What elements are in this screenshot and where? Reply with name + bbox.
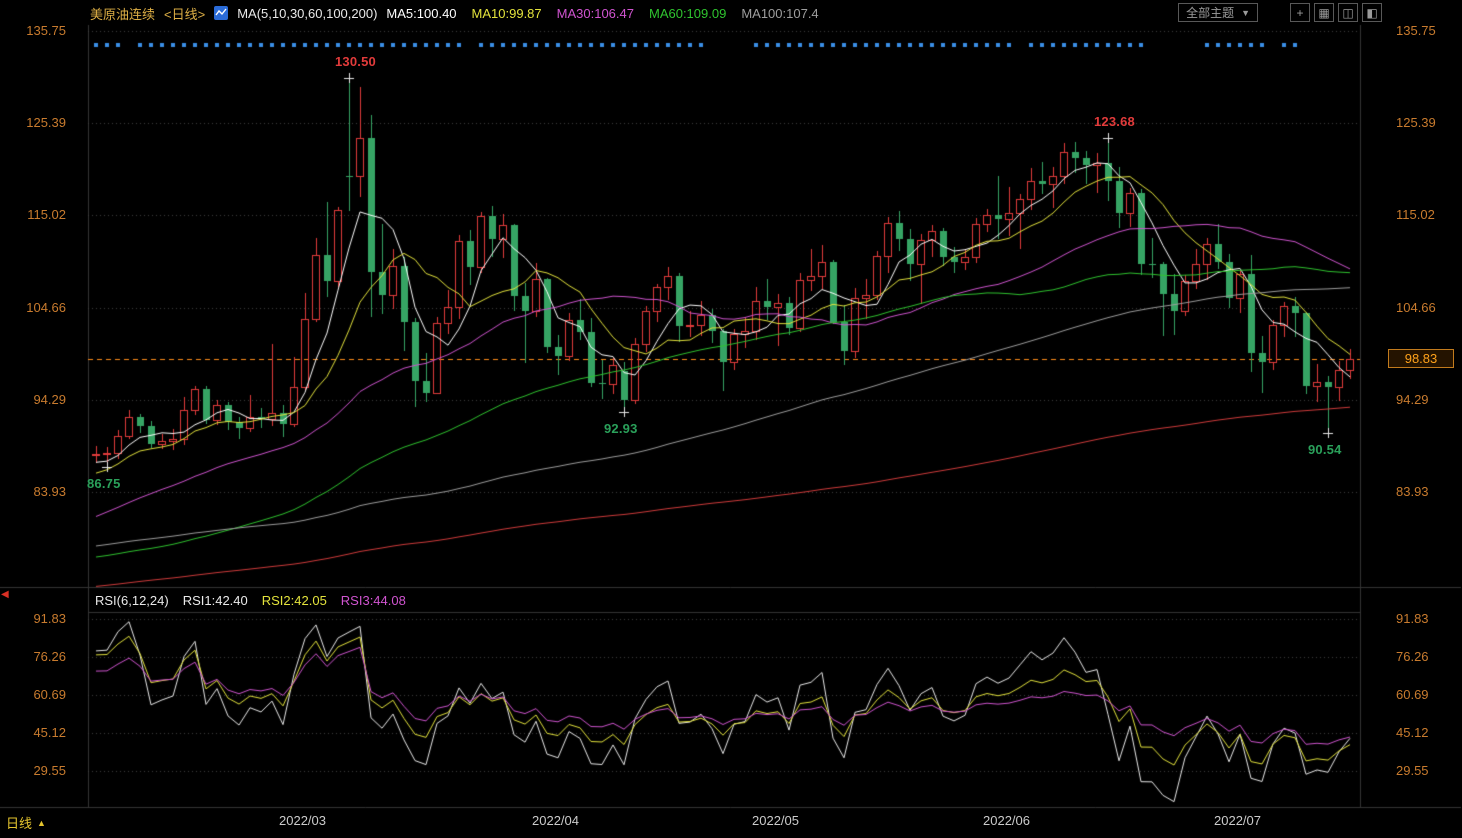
pan-icon[interactable]: + <box>1290 3 1310 22</box>
layout-left-panel-icon[interactable]: ◧ <box>1362 3 1382 22</box>
ma-value-label: MA100:107.4 <box>741 5 819 21</box>
rsi-value-label: RSI3:44.08 <box>340 593 406 608</box>
chevron-down-icon: ▼ <box>1241 7 1250 18</box>
period-selector[interactable]: 日线 ▲ <box>6 813 46 832</box>
rsi-header: RSI(6,12,24) RSI1:42.40 RSI2:42.05 RSI3:44… <box>95 593 420 608</box>
chart-toolbar: 全部主题 ▼ + ▦ ◫ ◧ <box>1178 3 1382 22</box>
layout-split-icon[interactable]: ◫ <box>1338 3 1358 22</box>
ma-value-label: MA60:109.09 <box>648 5 727 21</box>
theme-dropdown[interactable]: 全部主题 ▼ <box>1178 3 1258 22</box>
ma-values-list: MA5:100.40 MA10:99.87 MA30:106.47 MA60:109.… <box>386 6 833 21</box>
layout-buttons: + ▦ ◫ ◧ <box>1290 3 1382 22</box>
ma-value-label: MA30:106.47 <box>556 5 634 21</box>
collapse-up-icon: ▲ <box>37 817 46 828</box>
ma-value-label: MA10:99.87 <box>471 5 542 21</box>
theme-dropdown-label: 全部主题 <box>1186 6 1235 20</box>
rsi-settings-label: RSI(6,12,24) <box>95 593 169 608</box>
layout-grid-icon[interactable]: ▦ <box>1314 3 1334 22</box>
period-tag: <日线> <box>164 6 206 22</box>
chart-header: 美原油连续 <日线> MA(5,10,30,60,100,200) MA5:10… <box>90 4 834 22</box>
rsi-values-list: RSI1:42.40 RSI2:42.05 RSI3:44.08 <box>183 593 420 608</box>
rsi-value-label: RSI1:42.40 <box>182 593 248 608</box>
last-price-tag: 98.83 <box>1388 349 1454 368</box>
indicator-icon <box>214 6 229 20</box>
instrument-title: 美原油连续 <box>90 6 156 22</box>
rsi-value-label: RSI2:42.05 <box>261 593 327 608</box>
period-selector-label: 日线 <box>6 816 33 831</box>
ma-settings-label: MA(5,10,30,60,100,200) <box>237 5 378 21</box>
ma-value-label: MA5:100.40 <box>386 5 457 21</box>
scroll-left-marker: ◀ <box>1 589 9 600</box>
